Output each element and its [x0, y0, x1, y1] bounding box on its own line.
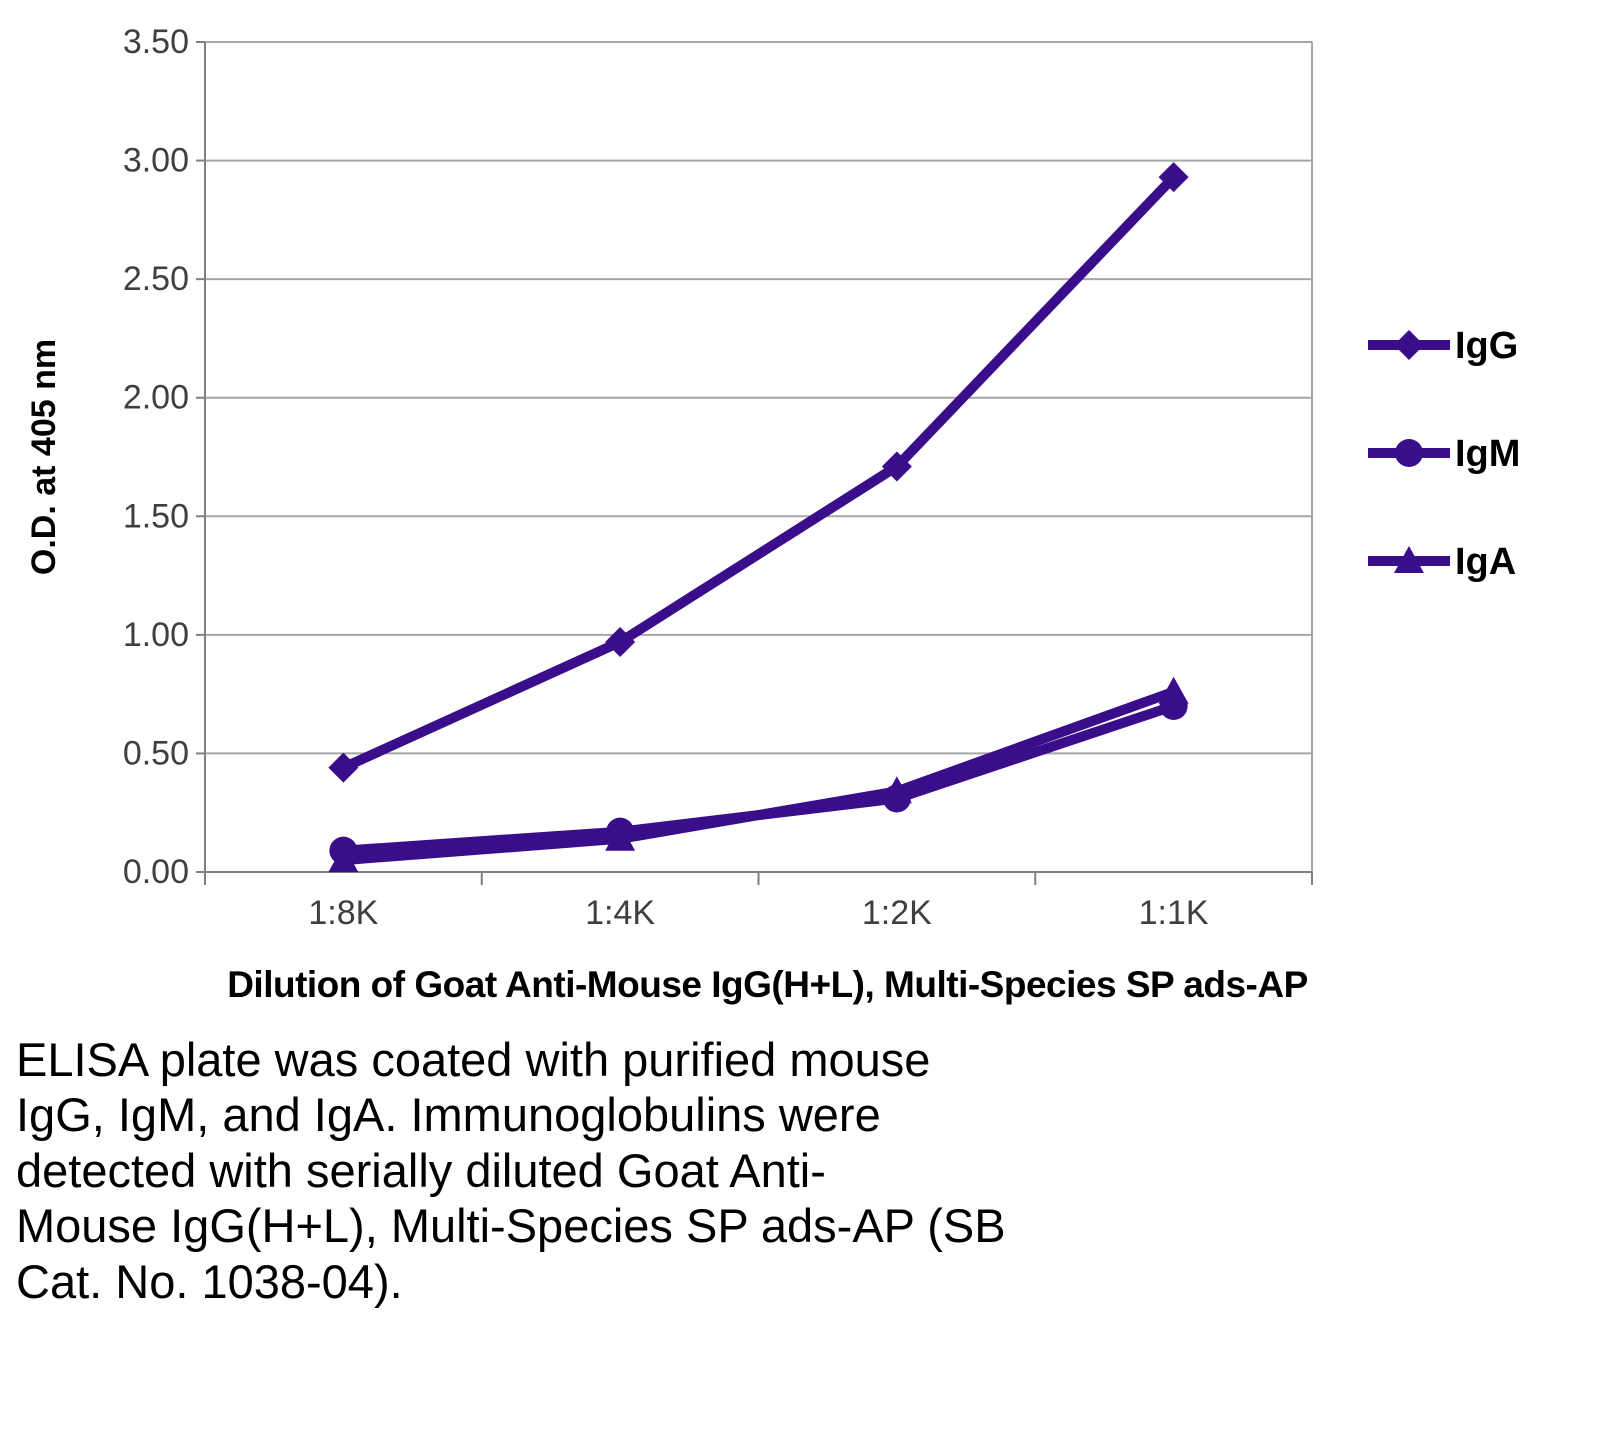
svg-text:1:2K: 1:2K: [862, 894, 932, 932]
svg-text:3.50: 3.50: [123, 23, 189, 61]
svg-text:2.00: 2.00: [123, 379, 189, 417]
y-axis-title: O.D. at 405 nm: [25, 339, 63, 575]
figure-caption: ELISA plate was coated with purified mou…: [16, 1033, 1006, 1308]
svg-text:IgG: IgG: [1455, 325, 1518, 367]
svg-text:IgM: IgM: [1455, 433, 1520, 475]
svg-text:IgA: IgA: [1455, 541, 1516, 583]
svg-text:1:8K: 1:8K: [308, 894, 378, 932]
svg-text:0.50: 0.50: [123, 734, 189, 772]
legend: IgG IgM IgA: [1368, 325, 1520, 583]
svg-text:2.50: 2.50: [123, 260, 189, 298]
svg-text:0.00: 0.00: [123, 853, 189, 891]
x-tick-labels: 1:8K 1:4K 1:2K 1:1K: [308, 894, 1209, 932]
svg-text:1:4K: 1:4K: [585, 894, 655, 932]
legend-item-IgM: IgM: [1368, 433, 1520, 475]
svg-text:1.50: 1.50: [123, 497, 189, 535]
y-tick-labels: 0.00 0.50 1.00 1.50 2.00 2.50 3.00 3.50: [123, 23, 189, 891]
series-IgG: [328, 162, 1189, 783]
svg-text:3.00: 3.00: [123, 142, 189, 180]
x-axis-title: Dilution of Goat Anti-Mouse IgG(H+L), Mu…: [227, 964, 1308, 1005]
legend-item-IgA: IgA: [1368, 541, 1516, 583]
axes: [196, 41, 1313, 885]
svg-text:1.00: 1.00: [123, 616, 189, 654]
gridlines: [205, 41, 1312, 755]
svg-text:1:1K: 1:1K: [1139, 894, 1209, 932]
elisa-line-chart: 0.00 0.50 1.00 1.50 2.00 2.50 3.00 3.50 1:8K 1:4K…: [25, 23, 1520, 932]
legend-item-IgG: IgG: [1368, 325, 1518, 367]
series-IgA: [328, 676, 1189, 873]
